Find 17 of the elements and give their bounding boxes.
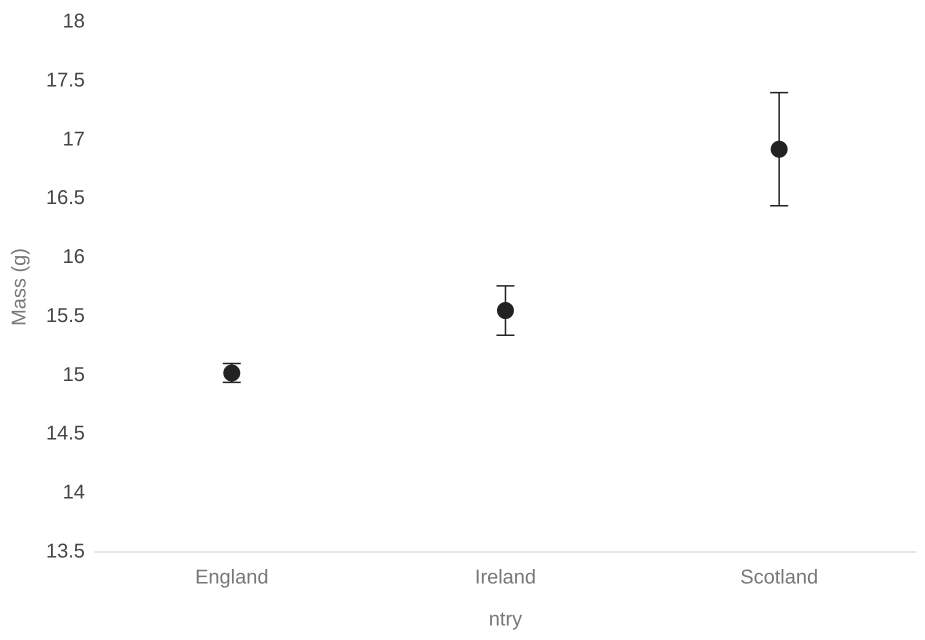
y-tick-label: 14.5 — [46, 422, 85, 445]
y-tick-label: 16 — [62, 246, 85, 268]
x-tick-label: Ireland — [474, 566, 536, 589]
y-tick-label: 17.5 — [46, 69, 85, 92]
y-tick-label: 15 — [62, 364, 85, 386]
y-axis-title: Mass (g) — [8, 248, 31, 326]
y-tick-label: 17 — [62, 128, 85, 150]
y-tick-label: 16.5 — [46, 187, 85, 210]
x-tick-label: Scotland — [740, 566, 818, 589]
y-tick-label: 18 — [62, 10, 85, 33]
y-tick-label: 15.5 — [46, 304, 85, 327]
point — [496, 302, 514, 320]
x-tick-label: England — [195, 566, 268, 589]
point — [770, 140, 788, 158]
y-tick-label: 14 — [62, 482, 85, 504]
y-tick-label: 13.5 — [46, 540, 85, 563]
x-axis-title: ntry — [488, 608, 522, 631]
